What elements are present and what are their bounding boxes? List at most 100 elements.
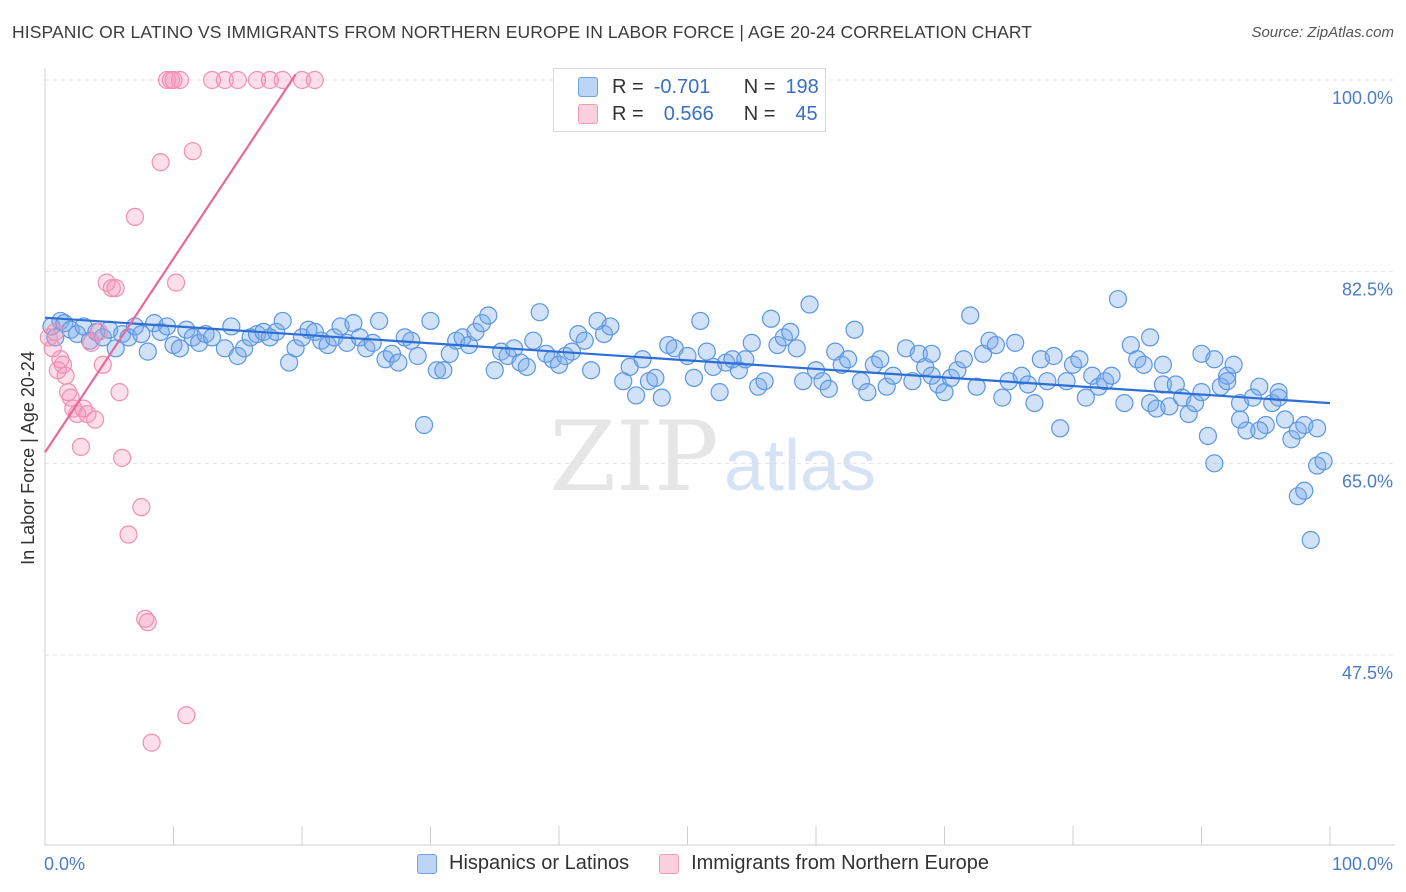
- northern-europe-point-5: [53, 355, 73, 374]
- hispanics-point-51: [370, 311, 389, 331]
- northern-europe-point-20: [106, 278, 125, 298]
- hispanics-point-127: [871, 350, 890, 369]
- hispanics-point-68: [479, 306, 498, 325]
- hispanics-point-153: [1044, 346, 1063, 366]
- legend-label-northern-europe: Immigrants from Northern Europe: [691, 852, 989, 874]
- hispanics-point-147: [1006, 333, 1025, 352]
- hispanics-point-150: [1025, 393, 1044, 413]
- northern-europe-point-18: [97, 273, 116, 292]
- legend-n-key-blue: N =: [743, 75, 776, 98]
- northern-europe-point-34: [177, 706, 196, 725]
- hispanics-point-87: [601, 317, 620, 336]
- hispanics-point-99: [691, 311, 710, 331]
- legend-swatch-northern-europe: [659, 853, 680, 874]
- hispanics-point-162: [1102, 366, 1121, 385]
- hispanics-point-199: [1205, 350, 1224, 369]
- legend-swatch-pink: [578, 104, 598, 124]
- legend-r-key-blue: R =: [612, 75, 644, 98]
- series-legend: Hispanics or Latinos Immigrants from Nor…: [0, 852, 1406, 875]
- hispanics-point-176: [1192, 383, 1211, 402]
- hispanics-point-110: [761, 309, 781, 328]
- northern-europe-point-27: [138, 613, 157, 632]
- hispanics-point-98: [684, 368, 704, 388]
- northern-europe-point-32: [166, 273, 186, 292]
- hispanics-point-131: [903, 372, 922, 391]
- northern-europe-point-15: [86, 410, 105, 429]
- hispanics-point-193: [1301, 530, 1320, 550]
- northern-europe-point-8: [61, 388, 80, 407]
- hispanics-point-128: [877, 377, 896, 396]
- hispanics-point-28: [222, 317, 241, 336]
- northern-europe-point-2: [46, 322, 65, 342]
- hispanics-point-180: [1218, 366, 1237, 385]
- hispanics-point-189: [1275, 410, 1295, 429]
- legend-row-pink: R = 0.566 N = 45: [578, 101, 818, 127]
- y-tick-label-0: 47.5%: [1342, 663, 1393, 683]
- hispanics-point-93: [646, 368, 665, 388]
- northern-europe-point-41: [292, 70, 312, 90]
- y-tick-label-2: 82.5%: [1342, 280, 1393, 300]
- hispanics-point-129: [883, 366, 903, 385]
- watermark-zip: ZIP: [549, 401, 718, 513]
- northern-europe-point-16: [89, 322, 109, 342]
- hispanics-point-116: [800, 295, 819, 314]
- stats-legend: R = -0.701 N = 198 R = 0.566 N = 45: [553, 68, 826, 132]
- northern-europe-point-21: [110, 383, 129, 402]
- northern-europe-point-37: [228, 70, 247, 90]
- hispanics-point-200: [1218, 372, 1237, 391]
- northern-europe-point-6: [56, 366, 75, 385]
- northern-europe-point-44: [164, 70, 183, 90]
- hispanics-point-123: [845, 320, 864, 339]
- hispanics-point-207: [922, 344, 941, 363]
- hispanics-point-61: [434, 361, 453, 380]
- hispanics-point-139: [954, 350, 973, 369]
- series-hispanics-points: [42, 289, 1333, 550]
- hispanics-point-105: [729, 361, 749, 380]
- legend-swatch-blue: [578, 77, 598, 97]
- hispanics-point-74: [517, 357, 536, 377]
- hispanics-point-38: [286, 339, 305, 358]
- hispanics-point-90: [626, 386, 646, 405]
- series-northern-europe-points: [39, 70, 324, 752]
- northern-europe-point-36: [215, 70, 234, 90]
- northern-europe-point-30: [157, 70, 177, 90]
- hispanics-point-206: [1308, 419, 1327, 438]
- hispanics-point-157: [1070, 350, 1089, 369]
- watermark-atlas: atlas: [724, 426, 876, 506]
- hispanics-point-30: [235, 339, 254, 358]
- hispanics-point-114: [787, 339, 806, 358]
- hispanics-point-185: [1250, 377, 1269, 396]
- y-tick-label-1: 65.0%: [1342, 471, 1393, 491]
- hispanics-point-202: [1250, 421, 1269, 440]
- northern-europe-point-25: [132, 498, 151, 517]
- northern-europe-point-35: [183, 142, 202, 161]
- hispanics-point-197: [1153, 355, 1173, 374]
- hispanics-point-57: [408, 346, 427, 366]
- hispanics-point-69: [485, 361, 504, 380]
- northern-europe-point-11: [71, 437, 91, 457]
- hispanics-point-100: [697, 342, 716, 361]
- source-label: Source: ZipAtlas.com: [1251, 24, 1394, 41]
- northern-europe-point-24: [125, 207, 145, 227]
- hispanics-point-109: [755, 372, 774, 391]
- northern-europe-point-22: [112, 448, 132, 467]
- y-tick-label-3: 100.0%: [1332, 88, 1393, 108]
- legend-row-blue: R = -0.701 N = 198: [578, 74, 819, 100]
- hispanics-point-192: [1295, 481, 1314, 500]
- northern-europe-trend-line: [44, 73, 297, 453]
- northern-europe-point-19: [102, 278, 121, 298]
- hispanics-point-174: [1179, 404, 1198, 424]
- hispanics-point-94: [652, 388, 671, 407]
- hispanics-point-122: [839, 350, 858, 369]
- northern-europe-point-26: [136, 609, 155, 628]
- hispanics-point-203: [1269, 383, 1288, 402]
- y-axis-label: In Labor Force | Age 20-24: [18, 351, 38, 565]
- legend-n-value-pink: 45: [795, 102, 818, 125]
- hispanics-point-141: [967, 377, 986, 396]
- hispanics-point-1: [46, 328, 65, 347]
- northern-europe-point-43: [202, 70, 222, 90]
- hispanics-point-59: [421, 311, 440, 331]
- hispanics-point-125: [858, 383, 877, 402]
- northern-europe-point-42: [305, 70, 324, 90]
- legend-swatch-hispanics: [417, 853, 437, 874]
